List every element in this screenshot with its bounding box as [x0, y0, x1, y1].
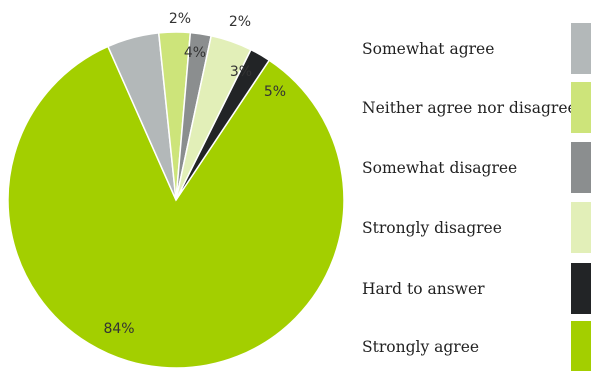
legend-label: Neither agree nor disagree — [362, 99, 577, 117]
legend-swatch — [571, 321, 591, 371]
slice-value-label: 2% — [229, 14, 251, 30]
legend-swatch — [571, 202, 591, 253]
slice-value-label: 4% — [184, 45, 206, 61]
slice-value-label: 3% — [230, 64, 252, 80]
legend-swatch — [571, 142, 591, 193]
slice-value-label: 84% — [103, 321, 134, 337]
pie-slice-hard-to-answer — [175, 48, 271, 201]
legend-swatch — [571, 23, 591, 74]
legend-label: Strongly agree — [362, 338, 479, 356]
legend-label: Strongly disagree — [362, 219, 502, 237]
slice-labels: 84% 5% 3% 2% 4% 2% — [103, 11, 286, 337]
slice-value-label: 2% — [169, 11, 191, 27]
pie-slice-strongly-agree — [7, 45, 345, 369]
legend-label: Somewhat disagree — [362, 159, 517, 177]
legend-label: Hard to answer — [362, 280, 485, 298]
slice-value-label: 5% — [264, 84, 286, 100]
legend: Somewhat agree Neither agree nor disagree… — [362, 23, 591, 371]
legend-swatch — [571, 82, 591, 133]
legend-swatch — [571, 263, 591, 314]
pie-slices — [7, 31, 345, 369]
legend-label: Somewhat agree — [362, 40, 494, 58]
